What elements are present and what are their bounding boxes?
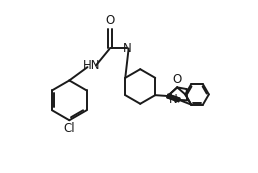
Text: N: N bbox=[123, 42, 132, 55]
Text: Cl: Cl bbox=[63, 122, 75, 135]
Text: HN: HN bbox=[83, 59, 101, 72]
Text: O: O bbox=[105, 14, 115, 27]
Text: O: O bbox=[173, 73, 182, 86]
Text: N: N bbox=[169, 93, 178, 106]
